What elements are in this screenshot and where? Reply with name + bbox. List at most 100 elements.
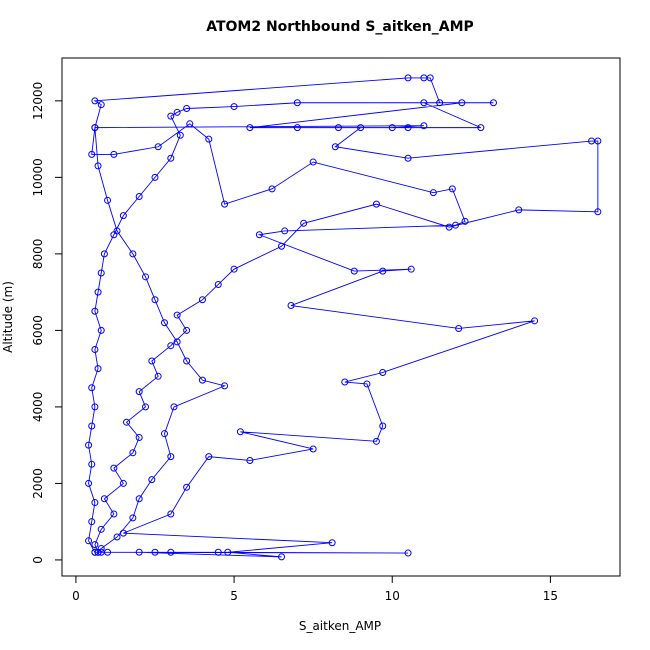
data-point [100,495,108,503]
data-point [176,131,184,139]
data-point [94,162,102,170]
plot-frame [61,57,621,577]
data-point [278,242,286,250]
data-point [88,422,96,430]
data-point [85,441,93,449]
data-point [268,185,276,193]
x-tick-label: 5 [230,589,238,603]
data-point [142,273,150,281]
data-point [455,324,463,332]
data-point [110,510,118,518]
y-tick-label: 0 [31,556,45,564]
data-point [167,510,175,518]
data-point [515,206,523,214]
data-point [214,280,222,288]
data-point [594,208,602,216]
data-point [458,99,466,107]
data-point [287,302,295,310]
data-point [293,99,301,107]
data-point [97,326,105,334]
data-point [334,124,342,132]
data-point [221,382,229,390]
data-point [135,495,143,503]
data-point [104,196,112,204]
data-point [154,143,162,151]
data-point [135,434,143,442]
data-point [148,357,156,365]
data-point [135,388,143,396]
data-point [328,539,336,547]
data-point [123,418,131,426]
data-point [246,124,254,132]
data-point [129,514,137,522]
data-point [221,200,229,208]
data-point [97,269,105,277]
data-point [404,549,412,557]
data-point [173,311,181,319]
data-point [224,548,232,556]
x-axis-label: S_aitken_AMP [299,619,381,633]
data-point [452,221,460,229]
data-point [91,403,99,411]
data-point [148,476,156,484]
data-point [183,357,191,365]
data-point [246,456,254,464]
data-point [142,403,150,411]
data-point [167,154,175,162]
data-point [113,227,121,235]
data-point [420,99,428,107]
data-point [357,124,365,132]
data-point [88,460,96,468]
x-tick-label: 10 [385,589,400,603]
series-line [88,77,599,558]
data-point [110,464,118,472]
data-point [230,265,238,273]
data-point [531,317,539,325]
data-point [160,319,168,327]
data-point [372,437,380,445]
data-point [100,250,108,258]
data-point [85,479,93,487]
data-point [129,250,137,258]
data-point [129,449,137,457]
data-point [404,124,412,132]
data-point [379,267,387,275]
data-point [341,378,349,386]
data-point [170,403,178,411]
data-point [94,288,102,296]
data-point [420,122,428,130]
data-point [91,307,99,315]
chart-title: ATOM2 Northbound S_aitken_AMP [206,19,474,35]
y-tick-label: 4000 [31,392,45,423]
data-point [167,548,175,556]
x-tick-label: 0 [72,589,80,603]
data-point [91,499,99,507]
data-point [293,124,301,132]
y-axis-label: Altitude (m) [1,281,15,353]
data-point [407,265,415,273]
data-point [151,548,159,556]
data-point [214,548,222,556]
data-point [167,342,175,350]
data-point [588,137,596,145]
data-point [151,296,159,304]
data-point [426,74,434,82]
data-point [477,124,485,132]
data-point [94,548,102,556]
data-point [88,518,96,526]
data-point [119,479,127,487]
data-point [173,108,181,116]
data-point [448,185,456,193]
data-point [119,212,127,220]
data-point [363,380,371,388]
data-point [91,346,99,354]
data-point [91,548,99,556]
data-point [331,143,339,151]
data-point [198,376,206,384]
data-point [404,154,412,162]
data-point [183,104,191,112]
data-point [154,372,162,380]
data-point [489,99,497,107]
